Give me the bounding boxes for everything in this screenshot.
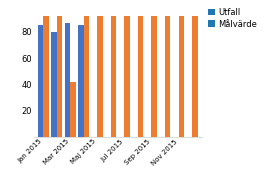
Bar — [111, 16, 116, 137]
Bar — [84, 16, 89, 137]
Bar — [43, 16, 48, 137]
Bar — [179, 16, 184, 137]
Bar — [51, 32, 57, 137]
Bar — [78, 25, 84, 137]
Bar — [57, 16, 62, 137]
Bar — [65, 23, 70, 137]
Bar — [192, 16, 197, 137]
Bar — [165, 16, 171, 137]
Bar — [151, 16, 157, 137]
Bar — [124, 16, 130, 137]
Bar — [97, 16, 103, 137]
Bar — [138, 16, 143, 137]
Legend: Utfall, Målvärde: Utfall, Målvärde — [207, 7, 258, 29]
Bar — [38, 25, 43, 137]
Bar — [70, 82, 76, 137]
